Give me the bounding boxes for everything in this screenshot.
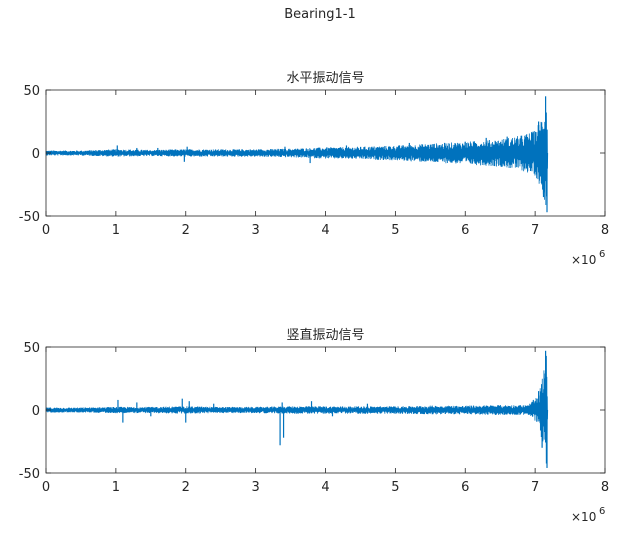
subplot-title: 水平振动信号 <box>286 71 364 86</box>
y-tick-label: 0 <box>32 147 40 162</box>
x-exponent-label: ×10 <box>571 510 596 524</box>
x-exponent-value: 6 <box>599 506 605 517</box>
x-tick-label: 8 <box>601 223 609 238</box>
x-tick-label: 4 <box>321 223 329 238</box>
x-exponent-value: 6 <box>599 249 605 260</box>
x-exponent-label: ×10 <box>571 253 596 267</box>
x-tick-label: 7 <box>531 480 539 495</box>
x-tick-label: 3 <box>251 223 259 238</box>
x-tick-label: 1 <box>112 480 120 495</box>
x-tick-label: 3 <box>251 480 259 495</box>
x-tick-label: 2 <box>182 480 190 495</box>
x-tick-label: 8 <box>601 480 609 495</box>
x-tick-label: 5 <box>391 480 399 495</box>
x-tick-label: 7 <box>531 223 539 238</box>
x-tick-label: 2 <box>182 223 190 238</box>
y-tick-label: -50 <box>19 210 40 225</box>
x-tick-label: 4 <box>321 480 329 495</box>
x-tick-label: 1 <box>112 223 120 238</box>
x-tick-label: 5 <box>391 223 399 238</box>
x-tick-label: 6 <box>461 223 469 238</box>
y-tick-label: 50 <box>23 341 40 356</box>
y-tick-label: 50 <box>23 84 40 99</box>
subplot-title: 竖直振动信号 <box>286 328 364 343</box>
x-tick-label: 0 <box>42 480 50 495</box>
x-tick-label: 0 <box>42 223 50 238</box>
y-tick-label: 0 <box>32 404 40 419</box>
figure-title: Bearing1-1 <box>284 7 356 22</box>
x-tick-label: 6 <box>461 480 469 495</box>
signal-trace <box>45 112 549 205</box>
signal-trace <box>45 355 549 464</box>
y-tick-label: -50 <box>19 467 40 482</box>
